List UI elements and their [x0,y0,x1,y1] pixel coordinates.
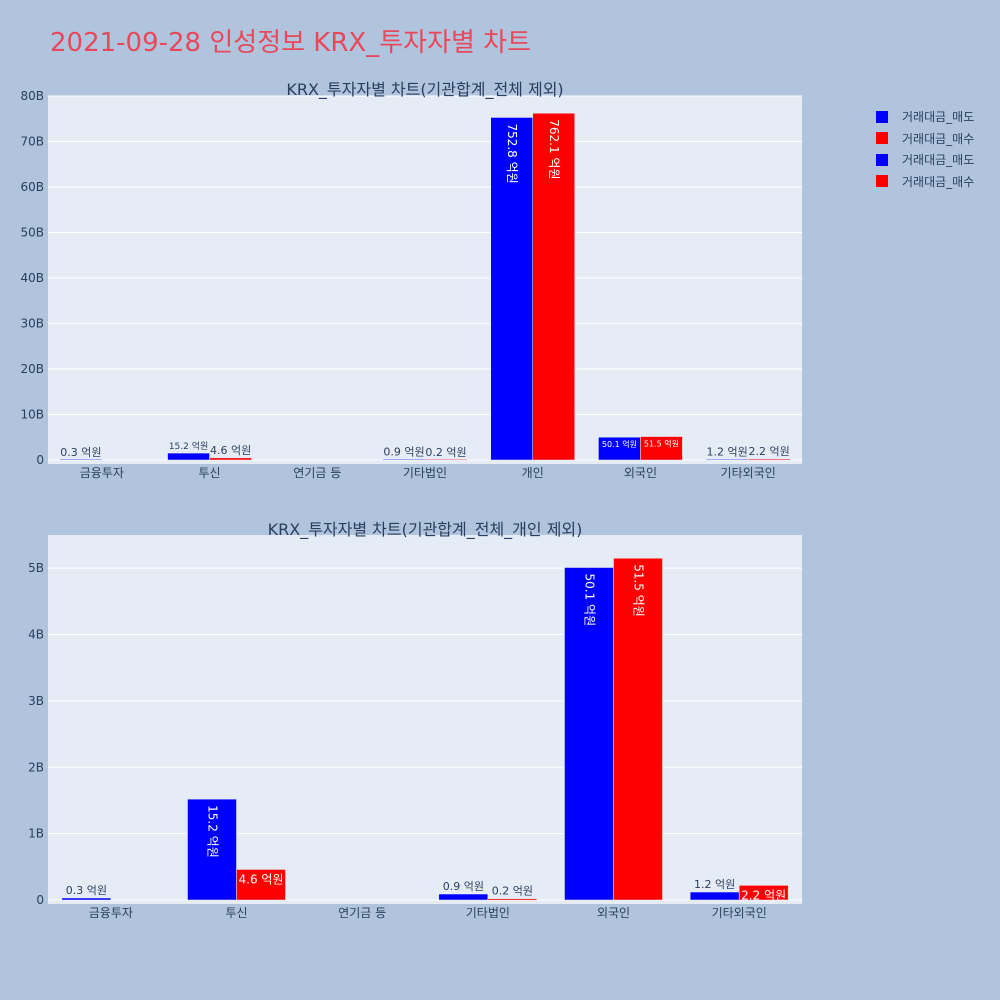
data-label: 50.1 억원 [583,574,597,627]
bar-buy [487,898,538,901]
chart-2: 0 1B 2B 3B 4B 5B KRX_투자자별 차트(기관합계_전체_개인 제외) 금융투… [28,520,802,920]
y-tick-label: 40B [20,271,44,285]
chart-1: 0 10B 20B 30B 40B 50B 60B 70B 80B KRX_투자자별 차트(기관합… [20,80,802,480]
plot-background [48,96,802,464]
legend-swatch [876,110,888,123]
y-tick-label: 0 [36,453,44,467]
data-label: 2.2 억원 [749,445,790,458]
bar-buy [532,112,575,461]
data-label: 0.3 억원 [66,884,107,897]
y-tick-label: 70B [20,135,44,149]
x-tick-label: 투신 [199,466,221,480]
page-title: 2021-09-28 인성정보 KRX_투자자별 차트 [50,28,532,58]
x-tick-label: 금융투자 [89,906,133,920]
data-label: 1.2 억원 [707,445,748,458]
legend-swatch [876,153,888,166]
x-tick-label: 기타외국인 [712,906,767,920]
x-tick-label: 연기금 등 [293,466,341,480]
bar-sell [490,117,533,461]
data-label: 50.1 억원 [602,439,637,449]
bar-buy [640,436,683,461]
x-tick-label: 외국인 [597,906,630,920]
bar-sell [167,452,210,461]
data-label: 752.8 억원 [505,123,519,183]
data-label: 51.5 억원 [644,439,679,449]
y-tick-label: 50B [20,226,44,240]
y-tick-label: 5B [28,561,44,575]
bar-buy [738,885,789,901]
x-tick-label: 외국인 [624,466,657,480]
x-tick-label: 개인 [522,466,544,480]
data-label: 0.9 억원 [443,880,484,893]
legend-item-buy-1[interactable]: 거래대금_매수 [876,128,974,150]
data-label: 15.2 억원 [206,805,220,858]
y-tick-label: 2B [28,760,44,774]
y-tick-label: 4B [28,628,44,642]
data-label: 2.2 억원 [741,888,786,902]
data-label: 1.2 억원 [694,878,735,891]
x-tick-label: 연기금 등 [338,906,386,920]
bar-sell [438,893,489,901]
data-label: 4.6 억원 [239,872,284,886]
bar-sell [705,458,749,461]
data-label: 0.3 억원 [60,446,101,459]
legend-item-buy-2[interactable]: 거래대금_매수 [876,171,974,193]
y-tick-label: 80B [20,89,44,103]
bar-sell [382,458,426,461]
data-label: 15.2 억원 [169,440,208,452]
legend[interactable]: 거래대금_매도 거래대금_매수 거래대금_매도 거래대금_매수 [876,106,974,192]
x-tick-label: 투신 [225,906,247,920]
y-tick-label: 60B [20,180,44,194]
legend-label: 거래대금_매도 [902,110,975,125]
bar-buy [424,458,468,461]
data-label: 0.9 억원 [383,446,424,459]
legend-swatch [876,175,888,188]
data-label: 51.5 억원 [632,564,646,617]
chart-title: KRX_투자자별 차트(기관합계_전체 제외) [286,80,563,100]
y-tick-label: 0 [36,893,44,907]
y-tick-label: 10B [20,408,44,422]
y-tick-label: 3B [28,694,44,708]
legend-label: 거래대금_매수 [902,131,975,146]
x-tick-label: 금융투자 [80,466,124,480]
bar-buy [747,458,791,461]
chart-title: KRX_투자자별 차트(기관합계_전체_개인 제외) [268,520,583,540]
bar-buy [613,557,663,901]
bar-sell [61,897,112,901]
x-tick-label: 기타법인 [466,906,510,920]
x-tick-label: 기타법인 [403,466,447,480]
data-label: 4.6 억원 [210,444,251,457]
legend-swatch [876,132,888,145]
bar-sell [187,798,237,901]
y-tick-label: 30B [20,317,44,331]
bar-buy [209,457,252,461]
legend-label: 거래대금_매도 [902,153,975,168]
data-label: 0.2 억원 [425,446,466,459]
plot-background [48,535,802,904]
x-tick-label: 기타외국인 [721,466,776,480]
data-label: 762.1 억원 [547,119,561,179]
legend-item-sell-1[interactable]: 거래대금_매도 [876,106,974,128]
y-tick-label: 20B [20,362,44,376]
bar-buy [236,869,286,901]
legend-item-sell-2[interactable]: 거래대금_매도 [876,149,974,171]
data-label: 0.2 억원 [492,885,533,898]
bar-sell [689,891,740,901]
y-tick-label: 1B [28,827,44,841]
legend-label: 거래대금_매수 [902,174,975,189]
bar-sell [59,458,103,461]
